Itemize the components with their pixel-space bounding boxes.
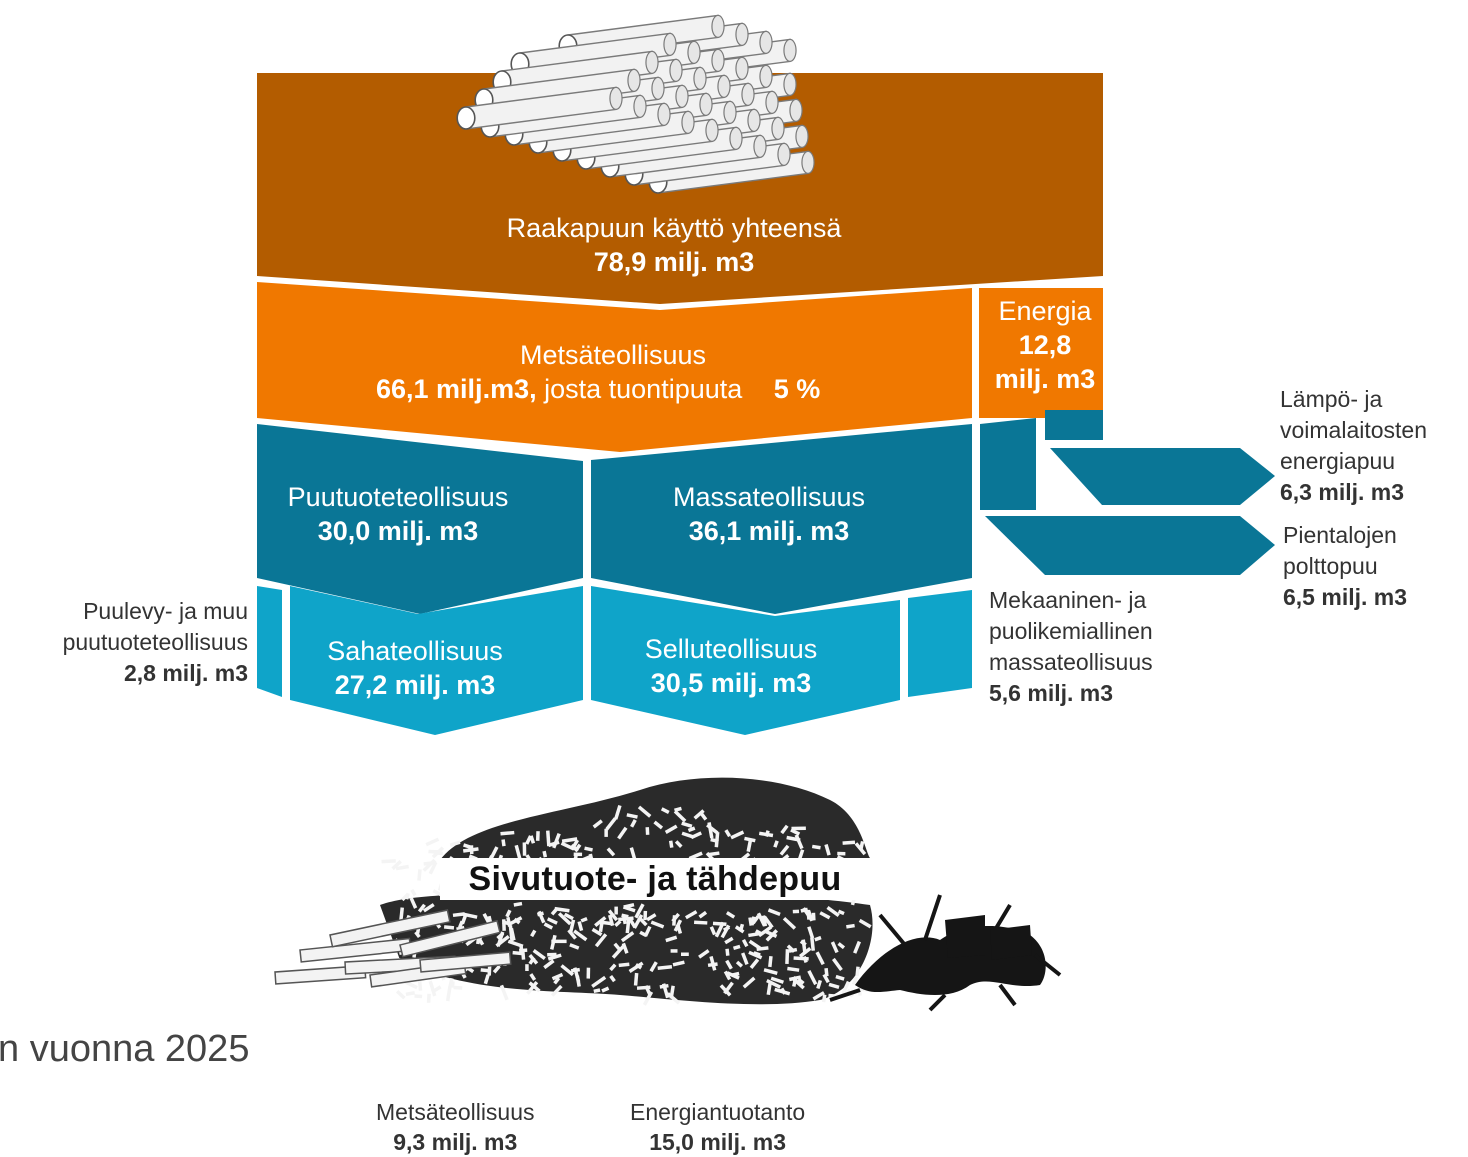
wood-products-label: Puutuoteteollisuus 30,0 milj. m3 (273, 480, 523, 548)
small-houses-line1: Pientalojen (1283, 522, 1397, 548)
wood-products-block (257, 424, 583, 614)
footer-forest-label: Metsäteollisuus (376, 1099, 535, 1125)
footer-energy-value: 15,0 milj. m3 (649, 1129, 786, 1155)
forest-industry-title: Metsäteollisuus (519, 340, 707, 370)
energy-split-right (1045, 410, 1103, 440)
byproduct-title: Sivutuote- ja tähdepuu (440, 858, 870, 900)
heat-plants-arrow (1050, 448, 1275, 505)
wood-products-title: Puutuoteteollisuus (287, 482, 509, 512)
footer-forest-value: 9,3 milj. m3 (393, 1129, 518, 1155)
log-pile-icon (456, 14, 815, 194)
forest-industry-label: Metsäteollisuus 66,1 milj.m3, josta tuon… (376, 338, 856, 406)
pulp-industry-value: 36,1 milj. m3 (688, 516, 850, 546)
mechanical-pulp-value: 5,6 milj. m3 (989, 680, 1114, 706)
footer-energy: Energiantuotanto 15,0 milj. m3 (630, 1097, 805, 1157)
pulpmill-value: 30,5 milj. m3 (650, 668, 812, 698)
energy-block (979, 288, 1103, 418)
panel-industry-line2: puutuoteteollisuus (62, 629, 248, 655)
sawmill-block (290, 586, 583, 735)
heat-plants-line3: energiapuu (1280, 448, 1396, 474)
sawmill-value: 27,2 milj. m3 (334, 670, 496, 700)
panel-industry-block (257, 586, 282, 697)
raw-wood-label: Raakapuun käyttö yhteensä 78,9 milj. m3 (488, 211, 860, 279)
heat-plants-value: 6,3 milj. m3 (1280, 479, 1405, 505)
heat-plants-line2: voimalaitosten (1280, 417, 1428, 443)
footer-energy-label: Energiantuotanto (630, 1099, 806, 1125)
mechanical-pulp-line2: puolikemiallinen (989, 618, 1153, 644)
raw-wood-value: 78,9 milj. m3 (593, 247, 755, 277)
tree-stump-icon (829, 894, 1062, 1012)
sawmill-title: Sahateollisuus (327, 636, 503, 666)
forest-industry-import-share: 5 % (773, 374, 821, 404)
energy-value-num: 12,8 (1018, 330, 1072, 360)
forest-industry-import-text: josta tuontipuuta (544, 374, 743, 404)
small-houses-label: Pientalojen polttopuu 6,5 milj. m3 (1283, 520, 1407, 613)
pulp-industry-label: Massateollisuus 36,1 milj. m3 (654, 480, 884, 548)
sawmill-label: Sahateollisuus 27,2 milj. m3 (320, 634, 510, 702)
energy-split-left (980, 418, 1036, 510)
footer-forest: Metsäteollisuus 9,3 milj. m3 (376, 1097, 535, 1157)
panel-industry-value: 2,8 milj. m3 (123, 660, 248, 686)
caption: n vuonna 2025 (0, 1028, 250, 1070)
panel-industry-line1: Puulevy- ja muu (83, 598, 248, 624)
small-houses-line2: polttopuu (1283, 553, 1378, 579)
pulpmill-label: Selluteollisuus 30,5 milj. m3 (636, 632, 826, 700)
mechanical-pulp-label: Mekaaninen- ja puolikemiallinen massateo… (989, 585, 1153, 709)
mechanical-pulp-line3: massateollisuus (989, 649, 1153, 675)
mechanical-pulp-line1: Mekaaninen- ja (989, 587, 1147, 613)
heat-plants-line1: Lämpö- ja (1280, 386, 1383, 412)
energy-title: Energia (998, 296, 1092, 326)
pulpmill-block (591, 586, 900, 735)
energy-label: Energia 12,8 milj. m3 (986, 294, 1104, 396)
forest-industry-block (257, 282, 972, 452)
pulp-industry-block (591, 424, 972, 614)
small-houses-value: 6,5 milj. m3 (1283, 584, 1408, 610)
small-houses-arrow (985, 516, 1275, 575)
energy-value-unit: milj. m3 (994, 364, 1096, 394)
forest-industry-value: 66,1 milj.m3, (376, 374, 537, 404)
wood-products-value: 30,0 milj. m3 (317, 516, 479, 546)
sawn-board-icon (274, 909, 512, 988)
heat-plants-label: Lämpö- ja voimalaitosten energiapuu 6,3 … (1280, 384, 1427, 508)
raw-wood-title: Raakapuun käyttö yhteensä (506, 213, 842, 243)
mechanical-pulp-block (908, 590, 972, 697)
pulp-industry-title: Massateollisuus (672, 482, 866, 512)
panel-industry-label: Puulevy- ja muu puutuoteteollisuus 2,8 m… (14, 596, 248, 689)
pulpmill-title: Selluteollisuus (644, 634, 818, 664)
